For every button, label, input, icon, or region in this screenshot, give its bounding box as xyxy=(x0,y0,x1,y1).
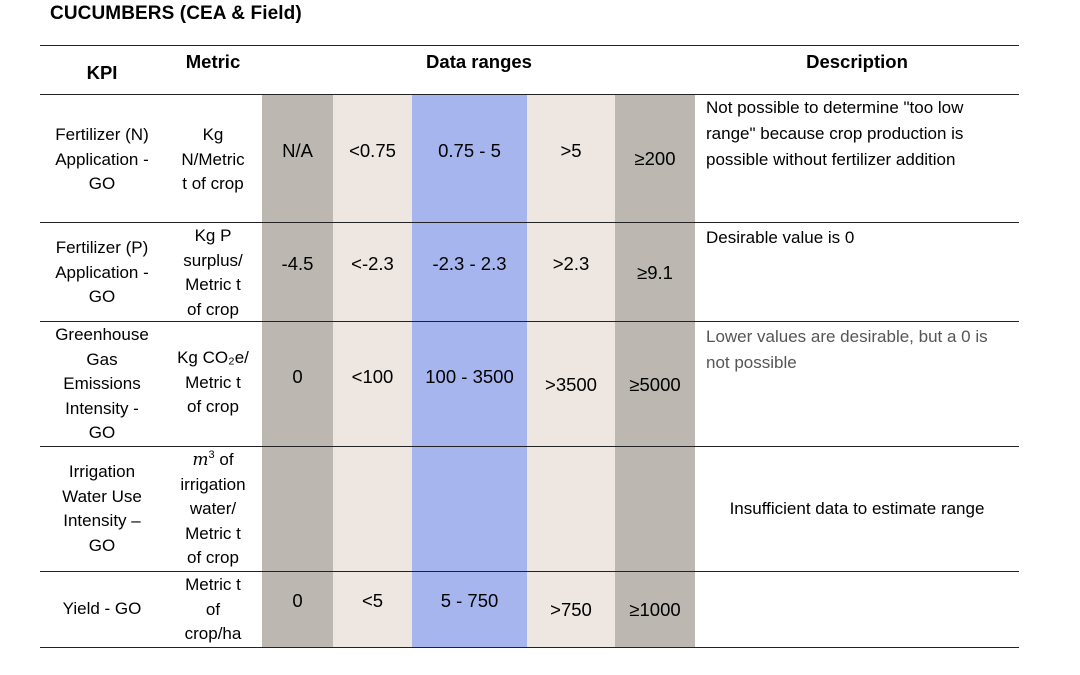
row4-description: Insufficient data to estimate range xyxy=(729,498,985,518)
row4-kpi: Irrigation Water Use Intensity – GO xyxy=(62,462,142,555)
row5-metric: Metric t of crop/ha xyxy=(184,575,242,644)
header-kpi: KPI xyxy=(86,61,118,83)
rule-row3 xyxy=(40,446,1019,447)
row4-metric-unit-exp: 3 xyxy=(208,449,215,462)
row1-range-desirable: 0.75 - 5 xyxy=(438,139,501,161)
row1-range-low: <0.75 xyxy=(349,139,396,161)
row2-kpi: Fertilizer (P) Application - GO xyxy=(55,238,149,307)
range-band-desirable xyxy=(412,95,527,647)
rule-row1 xyxy=(40,222,1019,223)
row5-kpi: Yield - GO xyxy=(62,598,142,618)
row5-range-desirable: 5 - 750 xyxy=(440,589,499,611)
header-description: Description xyxy=(806,50,908,72)
row2-description: Desirable value is 0 xyxy=(706,228,855,247)
range-band-too-low xyxy=(262,95,333,647)
row3-kpi: Greenhouse Gas Emissions Intensity - GO xyxy=(55,325,149,443)
range-band-high xyxy=(527,95,615,647)
row5-range-low: <5 xyxy=(361,589,384,611)
range-band-too-high xyxy=(615,95,695,647)
rule-row4 xyxy=(40,571,1019,572)
row3-range-desirable: 100 - 3500 xyxy=(425,365,514,387)
row3-range-too-high: ≥5000 xyxy=(629,373,681,395)
row3-range-high: >3500 xyxy=(545,373,597,395)
row2-range-desirable: -2.3 - 2.3 xyxy=(432,252,507,274)
row4-metric-unit-m: m xyxy=(192,450,209,471)
header-metric: Metric xyxy=(185,50,241,72)
row2-range-low: <-2.3 xyxy=(351,252,394,274)
row1-range-high: >5 xyxy=(560,139,582,161)
row3-range-low: <100 xyxy=(351,365,394,387)
row1-kpi: Fertilizer (N) Application - GO xyxy=(55,125,149,194)
rule-top-right xyxy=(164,45,1019,46)
row1-range-too-low: N/A xyxy=(282,139,313,161)
rule-header-bottom xyxy=(40,94,1019,95)
row4-metric: m3 of irrigation water/Metric t of crop xyxy=(180,449,246,568)
range-band-low xyxy=(333,95,412,647)
row1-range-too-high: ≥200 xyxy=(634,147,676,169)
row3-description: Lower values are desirable, but a 0 is no… xyxy=(706,327,988,372)
row5-range-too-high: ≥1000 xyxy=(629,598,681,620)
row2-range-high: >2.3 xyxy=(552,252,590,274)
page-title: CUCUMBERS (CEA & Field) xyxy=(50,3,302,24)
rule-top-left xyxy=(40,45,164,46)
row1-description: Not possible to determine "too low range"… xyxy=(706,98,964,169)
row5-range-too-low: 0 xyxy=(292,589,303,611)
row5-range-high: >750 xyxy=(550,598,592,620)
rule-bottom xyxy=(40,647,1019,648)
row2-range-too-low: -4.5 xyxy=(281,252,314,274)
header-data-ranges: Data ranges xyxy=(426,50,532,72)
rule-row2 xyxy=(40,321,1019,322)
row3-range-too-low: 0 xyxy=(292,365,303,387)
row2-range-too-high: ≥9.1 xyxy=(637,261,673,283)
row3-metric: Kg CO₂e/Metric t of crop xyxy=(177,348,249,417)
row1-metric: Kg N/Metric t of crop xyxy=(181,125,245,194)
